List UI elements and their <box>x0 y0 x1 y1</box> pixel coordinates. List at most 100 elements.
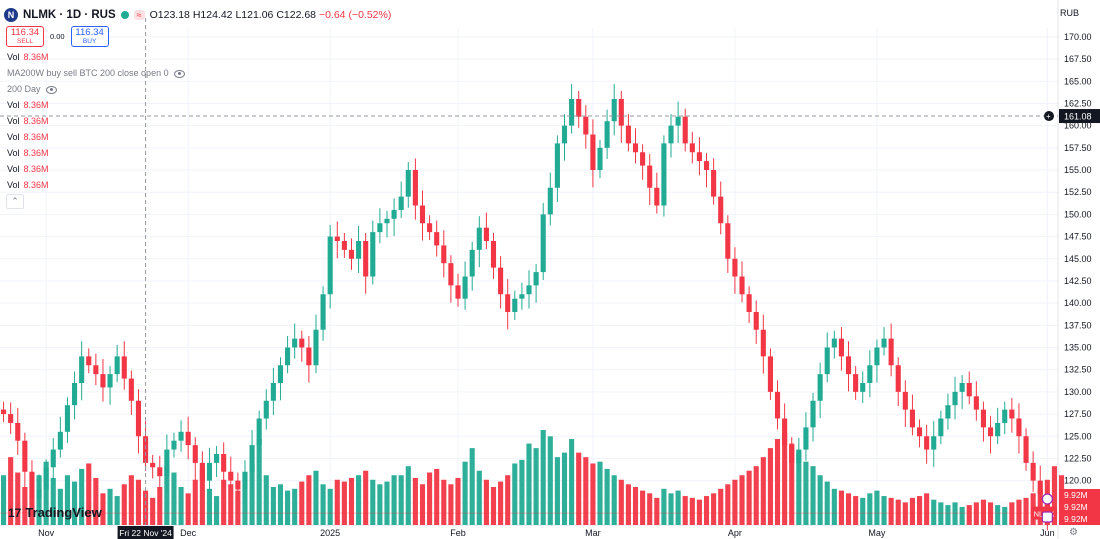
volume-bar[interactable] <box>121 484 127 525</box>
volume-bar[interactable] <box>888 497 894 525</box>
candle[interactable] <box>143 436 149 463</box>
indicator-ma200w[interactable]: MA200W buy sell BTC 200 close open 0 <box>7 68 185 78</box>
candle[interactable] <box>427 223 433 233</box>
candle[interactable] <box>455 285 461 299</box>
indicator-200day[interactable]: 200 Day <box>7 84 57 94</box>
volume-bar[interactable] <box>206 488 213 525</box>
plus-icon[interactable]: + <box>1046 112 1051 121</box>
volume-bar[interactable] <box>987 502 994 525</box>
compare-chip[interactable]: ≈ <box>133 10 145 20</box>
candle[interactable] <box>43 467 49 490</box>
volume-bar[interactable] <box>185 493 191 525</box>
volume-bar[interactable] <box>668 493 674 525</box>
volume-bar[interactable] <box>711 493 717 525</box>
volume-bar[interactable] <box>86 463 92 525</box>
candle[interactable] <box>100 374 106 388</box>
volume-bar[interactable] <box>128 475 134 525</box>
indicator-volume[interactable]: Vol 8.36M <box>7 164 49 174</box>
volume-bar[interactable] <box>533 448 539 525</box>
volume-bar[interactable] <box>753 466 759 525</box>
candle[interactable] <box>739 276 745 295</box>
candle[interactable] <box>36 489 42 499</box>
candle[interactable] <box>242 471 248 490</box>
volume-bar[interactable] <box>100 493 106 525</box>
candle[interactable] <box>817 374 823 401</box>
volume-bar[interactable] <box>689 497 695 525</box>
volume-bar[interactable] <box>256 439 262 525</box>
candle[interactable] <box>654 187 660 206</box>
candle[interactable] <box>682 116 688 144</box>
candle[interactable] <box>377 223 383 233</box>
volume-bar[interactable] <box>831 488 837 525</box>
candle[interactable] <box>938 418 944 437</box>
volume-bar[interactable] <box>306 475 312 525</box>
indicator-volume[interactable]: Vol 8.36M <box>7 180 49 190</box>
candle[interactable] <box>334 236 340 241</box>
candle[interactable] <box>512 298 518 312</box>
volume-bar[interactable] <box>938 502 944 525</box>
candle[interactable] <box>931 436 937 450</box>
candle[interactable] <box>490 241 497 268</box>
volume-bar[interactable] <box>767 448 773 525</box>
candle[interactable] <box>306 347 312 366</box>
candle[interactable] <box>107 374 113 388</box>
volume-bar[interactable] <box>483 479 489 525</box>
candle[interactable] <box>72 383 78 406</box>
volume-bar[interactable] <box>505 475 511 525</box>
volume-bar[interactable] <box>405 466 411 525</box>
candle[interactable] <box>263 400 269 419</box>
volume-bar[interactable] <box>427 472 433 525</box>
volume-bar[interactable] <box>604 468 610 525</box>
candle[interactable] <box>689 143 695 153</box>
candle[interactable] <box>952 391 958 406</box>
candle[interactable] <box>959 383 965 392</box>
volume-bar[interactable] <box>334 479 340 525</box>
volume-bar[interactable] <box>803 461 809 525</box>
volume-bar[interactable] <box>519 459 525 525</box>
candle[interactable] <box>178 431 184 441</box>
candle[interactable] <box>711 170 717 197</box>
volume-bar[interactable] <box>476 470 482 525</box>
volume-bar[interactable] <box>1051 466 1058 525</box>
add-alert-plus-icon[interactable] <box>1044 111 1054 122</box>
currency-label[interactable]: RUB <box>1060 8 1080 18</box>
candle[interactable] <box>1002 409 1008 423</box>
candle[interactable] <box>285 347 291 366</box>
candle[interactable] <box>79 356 85 383</box>
candle[interactable] <box>874 347 880 366</box>
candle[interactable] <box>391 209 397 219</box>
candle[interactable] <box>199 462 205 481</box>
volume-bar[interactable] <box>15 472 21 525</box>
volume-bar[interactable] <box>838 490 844 525</box>
candle[interactable] <box>547 187 553 215</box>
candle[interactable] <box>341 241 347 250</box>
volume-bar[interactable] <box>1016 499 1022 525</box>
volume-bar[interactable] <box>931 499 937 525</box>
volume-bar[interactable] <box>583 457 589 525</box>
volume-bar[interactable] <box>249 463 255 525</box>
candle[interactable] <box>732 258 738 277</box>
candle[interactable] <box>327 236 333 295</box>
candle[interactable] <box>895 365 901 392</box>
volume-bar[interactable] <box>640 490 646 525</box>
candle[interactable] <box>1009 409 1015 419</box>
candle[interactable] <box>973 396 979 410</box>
volume-bar[interactable] <box>540 430 546 525</box>
candle[interactable] <box>888 338 894 366</box>
candle[interactable] <box>434 232 440 246</box>
candle[interactable] <box>469 249 475 277</box>
volume-bar[interactable] <box>597 461 603 525</box>
candle[interactable] <box>50 449 56 468</box>
indicator-volume[interactable]: Vol 8.36M <box>7 100 49 110</box>
volume-bar[interactable] <box>696 499 702 525</box>
candle[interactable] <box>576 99 582 117</box>
candle[interactable] <box>675 116 681 126</box>
volume-bar[interactable] <box>363 470 369 525</box>
volume-bar[interactable] <box>455 477 461 525</box>
candle[interactable] <box>206 462 213 481</box>
volume-bar[interactable] <box>93 477 99 525</box>
candle[interactable] <box>647 165 653 188</box>
volume-bar[interactable] <box>285 490 291 525</box>
indicator-volume[interactable]: Vol 8.36M <box>7 148 49 158</box>
volume-bar[interactable] <box>356 475 362 525</box>
